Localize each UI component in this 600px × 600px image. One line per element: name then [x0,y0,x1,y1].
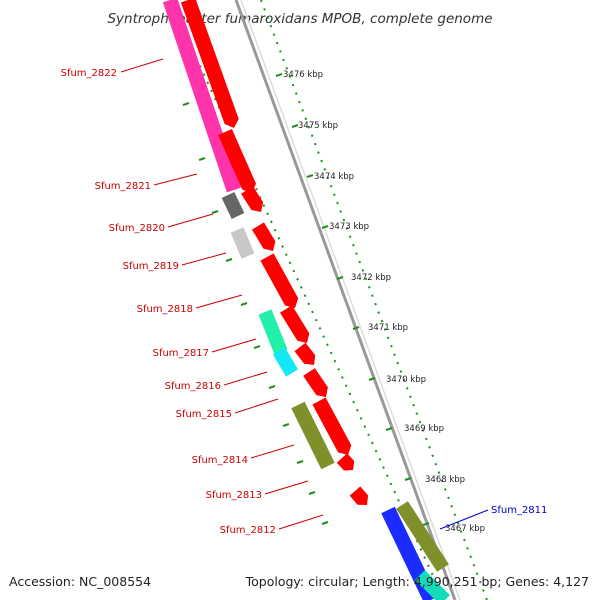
scale-tick [385,427,393,431]
gene-feature [218,129,256,193]
scale-label: 3474 kbp [314,172,354,182]
gene-leader-line [195,294,243,309]
gene-label: Sfum_2818 [137,304,193,315]
gene-callout: Sfum_2821 [95,173,198,192]
gene-callout: Sfum_2814 [192,444,295,466]
genome-backbone-highlight [240,0,461,600]
gene-feature [312,397,352,455]
scale-label: 3471 kbp [368,323,408,333]
gene-callout: Sfum_2811 [439,505,547,530]
scale-label: 3470 kbp [386,375,426,385]
gene-label: Sfum_2814 [192,455,248,466]
gene-feature [349,486,369,505]
gene-feature [230,227,255,259]
gene-feature [273,347,298,377]
gene-feature [336,453,355,471]
gene-label: Sfum_2817 [153,348,209,359]
gene-label: Sfum_2811 [491,505,547,516]
gene-callout: Sfum_2819 [123,252,227,272]
scale-label: 3467 kbp [445,524,485,534]
gene-leader-line [264,480,309,495]
map-title: Syntrophobacter fumaroxidans MPOB, compl… [107,11,492,27]
gene-leader-line [181,252,227,266]
scale-tick [240,302,248,306]
gene-callout: Sfum_2812 [220,514,324,536]
gene-leader-line [167,213,214,228]
genome-tracks [162,0,488,600]
scale-tick [336,276,344,280]
gene-feature [294,342,316,365]
gene-callout: Sfum_2822 [61,58,164,79]
gene-callout: Sfum_2815 [176,398,279,420]
gene-feature [415,570,450,600]
scale-tick [291,124,299,128]
gene-feature [162,0,242,193]
scale-tick [198,157,206,161]
scale-tick [282,423,290,427]
scale-labels: 3476 kbp 3475 kbp 3474 kbp 3473 kbp 3472 kbp… [283,70,485,534]
gene-feature [291,401,335,470]
gene-leader-line [278,514,324,530]
scale-tick [352,326,360,330]
gene-feature [260,253,299,308]
scale-tick [308,491,316,495]
scale-tick [368,377,376,381]
gene-label: Sfum_2821 [95,181,151,192]
gene-callout: Sfum_2817 [153,338,257,359]
scale-tick [268,385,276,389]
gene-feature [303,368,328,397]
scale-tick [321,521,329,525]
scale-label: 3473 kbp [329,222,369,232]
gene-feature [280,305,310,343]
gene-label: Sfum_2820 [109,223,165,234]
scale-tick [275,73,283,77]
scale-tick [211,210,219,214]
scale-label: 3472 kbp [351,273,391,283]
scale-tick [182,102,190,106]
gene-feature [221,192,245,219]
gene-feature [396,501,449,572]
gene-leader-line [234,398,279,414]
accession-text: Accession: NC_008554 [9,574,151,589]
gene-callout: Sfum_2818 [137,294,243,315]
scale-label: 3469 kbp [404,424,444,434]
gene-feature [241,186,264,212]
gene-label: Sfum_2822 [61,68,117,79]
gene-label: Sfum_2819 [123,261,179,272]
gene-leader-line [211,338,257,353]
scale-tick [296,460,304,464]
scale-label: 3468 kbp [425,475,465,485]
gene-label: Sfum_2815 [176,409,232,420]
scale-label: 3475 kbp [298,121,338,131]
gene-label: Sfum_2813 [206,490,262,501]
gene-leader-line [153,173,198,186]
scale-tick [225,258,233,262]
genome-backbone [234,0,457,600]
gene-feature [258,309,288,355]
gene-labels: Sfum_2822 Sfum_2821 Sfum_2820 Sfum_2819 Sfum… [61,58,547,536]
genome-summary-text: Topology: circular; Length: 4,990,251 bp… [245,574,589,589]
gene-leader-line [250,444,295,459]
scale-tick [321,225,329,229]
gene-callout: Sfum_2816 [165,371,268,392]
scale-tick [253,345,261,349]
scale-tick [306,174,314,178]
gene-callout: Sfum_2813 [206,480,309,501]
gene-leader-line [223,371,268,386]
gene-label: Sfum_2816 [165,381,221,392]
gene-leader-line [439,509,489,530]
scale-label: 3476 kbp [283,70,323,80]
scale-tick [422,522,430,526]
scale-tick [404,477,412,481]
gene-label: Sfum_2812 [220,525,276,536]
gene-feature [180,0,239,128]
gene-leader-line [120,58,164,73]
gene-feature [252,222,276,251]
inner-dotted-scale [169,0,445,600]
gene-callout: Sfum_2820 [109,213,214,234]
